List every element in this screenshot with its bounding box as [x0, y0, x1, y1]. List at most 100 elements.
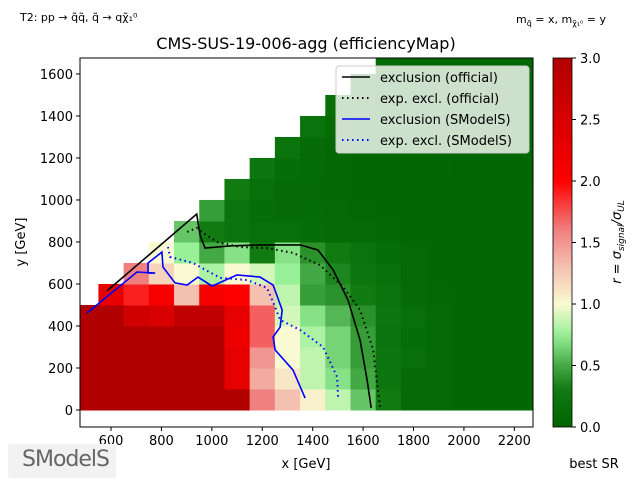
- heatmap-cell: [501, 262, 528, 285]
- heatmap-cell: [526, 73, 534, 96]
- smodels-logo: SModelS: [8, 444, 116, 478]
- heatmap-cell: [526, 346, 534, 369]
- heatmap-cell: [174, 388, 200, 411]
- heatmap-cell: [350, 220, 377, 243]
- x-tick-label: 1800: [397, 434, 430, 449]
- heatmap-cell: [249, 178, 276, 201]
- heatmap-cell: [451, 367, 478, 390]
- heatmap-cell: [451, 178, 478, 201]
- header-right: mq̃ = x, mχ̃₁⁰ = y: [516, 13, 606, 28]
- heatmap-cell: [325, 199, 351, 222]
- heatmap-cell: [123, 325, 150, 348]
- heatmap-cell: [426, 388, 452, 411]
- heatmap-cell: [148, 346, 175, 369]
- heatmap-cell: [501, 178, 528, 201]
- heatmap-cell: [325, 220, 351, 243]
- heatmap-cell: [451, 346, 478, 369]
- legend-box: [335, 65, 530, 154]
- heatmap-cell: [451, 325, 478, 348]
- x-axis-label: x [GeV]: [282, 457, 331, 472]
- heatmap-cell: [375, 283, 402, 306]
- heatmap-cell: [249, 388, 276, 411]
- x-axis: 600 800 1000 1200 1400 1600 1800 2000 2200: [99, 427, 531, 449]
- heatmap-cell: [350, 157, 377, 180]
- heatmap-cell: [199, 220, 225, 243]
- heatmap-cell: [451, 157, 478, 180]
- heatmap-cell: [476, 199, 503, 222]
- heatmap-cell: [148, 304, 175, 327]
- heatmap-cell: [274, 157, 301, 180]
- heatmap-cell: [300, 157, 326, 180]
- heatmap-cell: [325, 241, 351, 264]
- heatmap-cell: [350, 199, 377, 222]
- heatmap-cell: [426, 346, 452, 369]
- heatmap-cell: [300, 115, 326, 138]
- heatmap-cell: [249, 157, 276, 180]
- heatmap-cell: [174, 367, 200, 390]
- heatmap-cell: [350, 241, 377, 264]
- heatmap-cell: [526, 388, 534, 411]
- y-tick-label: 600: [48, 278, 73, 293]
- heatmap-cell: [174, 283, 200, 306]
- heatmap-cell: [400, 367, 427, 390]
- heatmap-cell: [400, 157, 427, 180]
- heatmap-cell: [174, 346, 200, 369]
- heatmap-cell: [451, 199, 478, 222]
- heatmap-cell: [249, 367, 276, 390]
- best-sr-label: best SR: [569, 457, 619, 472]
- colorbar: [552, 57, 573, 428]
- heatmap-cell: [274, 199, 301, 222]
- heatmap-cell: [325, 157, 351, 180]
- heatmap-cell: [375, 304, 402, 327]
- y-axis-label: y [GeV]: [14, 218, 29, 267]
- heatmap-cell: [501, 304, 528, 327]
- heatmap-cell: [325, 304, 351, 327]
- heatmap-cell: [174, 241, 200, 264]
- colorbar-tick-label: 0.0: [580, 421, 601, 436]
- heatmap-cell: [426, 283, 452, 306]
- heatmap-cell: [400, 325, 427, 348]
- heatmap-cell: [325, 388, 351, 411]
- legend-label: exp. excl. (official): [380, 92, 499, 107]
- heatmap-cell: [501, 220, 528, 243]
- x-tick-label: 1000: [195, 434, 228, 449]
- contour-lines: [86, 212, 381, 409]
- x-tick-label: 800: [149, 434, 174, 449]
- heatmap-cell: [80, 367, 99, 390]
- colorbar-tick-label: 3.0: [580, 52, 601, 67]
- y-tick-label: 400: [48, 320, 73, 335]
- heatmap-cell: [249, 304, 276, 327]
- heatmap-cell: [400, 178, 427, 201]
- heatmap-cell: [451, 262, 478, 285]
- heatmap-cell: [325, 346, 351, 369]
- y-tick-label: 1600: [40, 68, 73, 83]
- heatmap-cell: [274, 136, 301, 159]
- heatmap-cell: [451, 283, 478, 306]
- heatmap-cell: [476, 367, 503, 390]
- heatmap-cell: [526, 58, 534, 75]
- heatmap-cell: [224, 178, 251, 201]
- contour-exclusion-smodels: [86, 250, 306, 399]
- heatmap-cell: [501, 367, 528, 390]
- heatmap-cell: [400, 262, 427, 285]
- heatmap-cell: [300, 283, 326, 306]
- heatmap-cell: [526, 94, 534, 117]
- heatmap-cell: [148, 388, 175, 411]
- heatmap-cell: [80, 325, 99, 348]
- y-tick-label: 1000: [40, 194, 73, 209]
- heatmap-cell: [426, 199, 452, 222]
- heatmap-cell: [526, 262, 534, 285]
- x-tick-label: 1200: [246, 434, 279, 449]
- heatmap-cell: [375, 157, 402, 180]
- heatmap-cell: [274, 262, 301, 285]
- y-tick-label: 200: [48, 362, 73, 377]
- heatmap-cell: [526, 157, 534, 180]
- heatmap-cell: [199, 325, 225, 348]
- heatmap-cell: [224, 325, 251, 348]
- heatmap-cell: [174, 304, 200, 327]
- heatmap-cell: [375, 199, 402, 222]
- heatmap-cell: [80, 346, 99, 369]
- heatmap-cell: [526, 304, 534, 327]
- y-tick-label: 0: [65, 404, 73, 419]
- heatmap-cell: [325, 367, 351, 390]
